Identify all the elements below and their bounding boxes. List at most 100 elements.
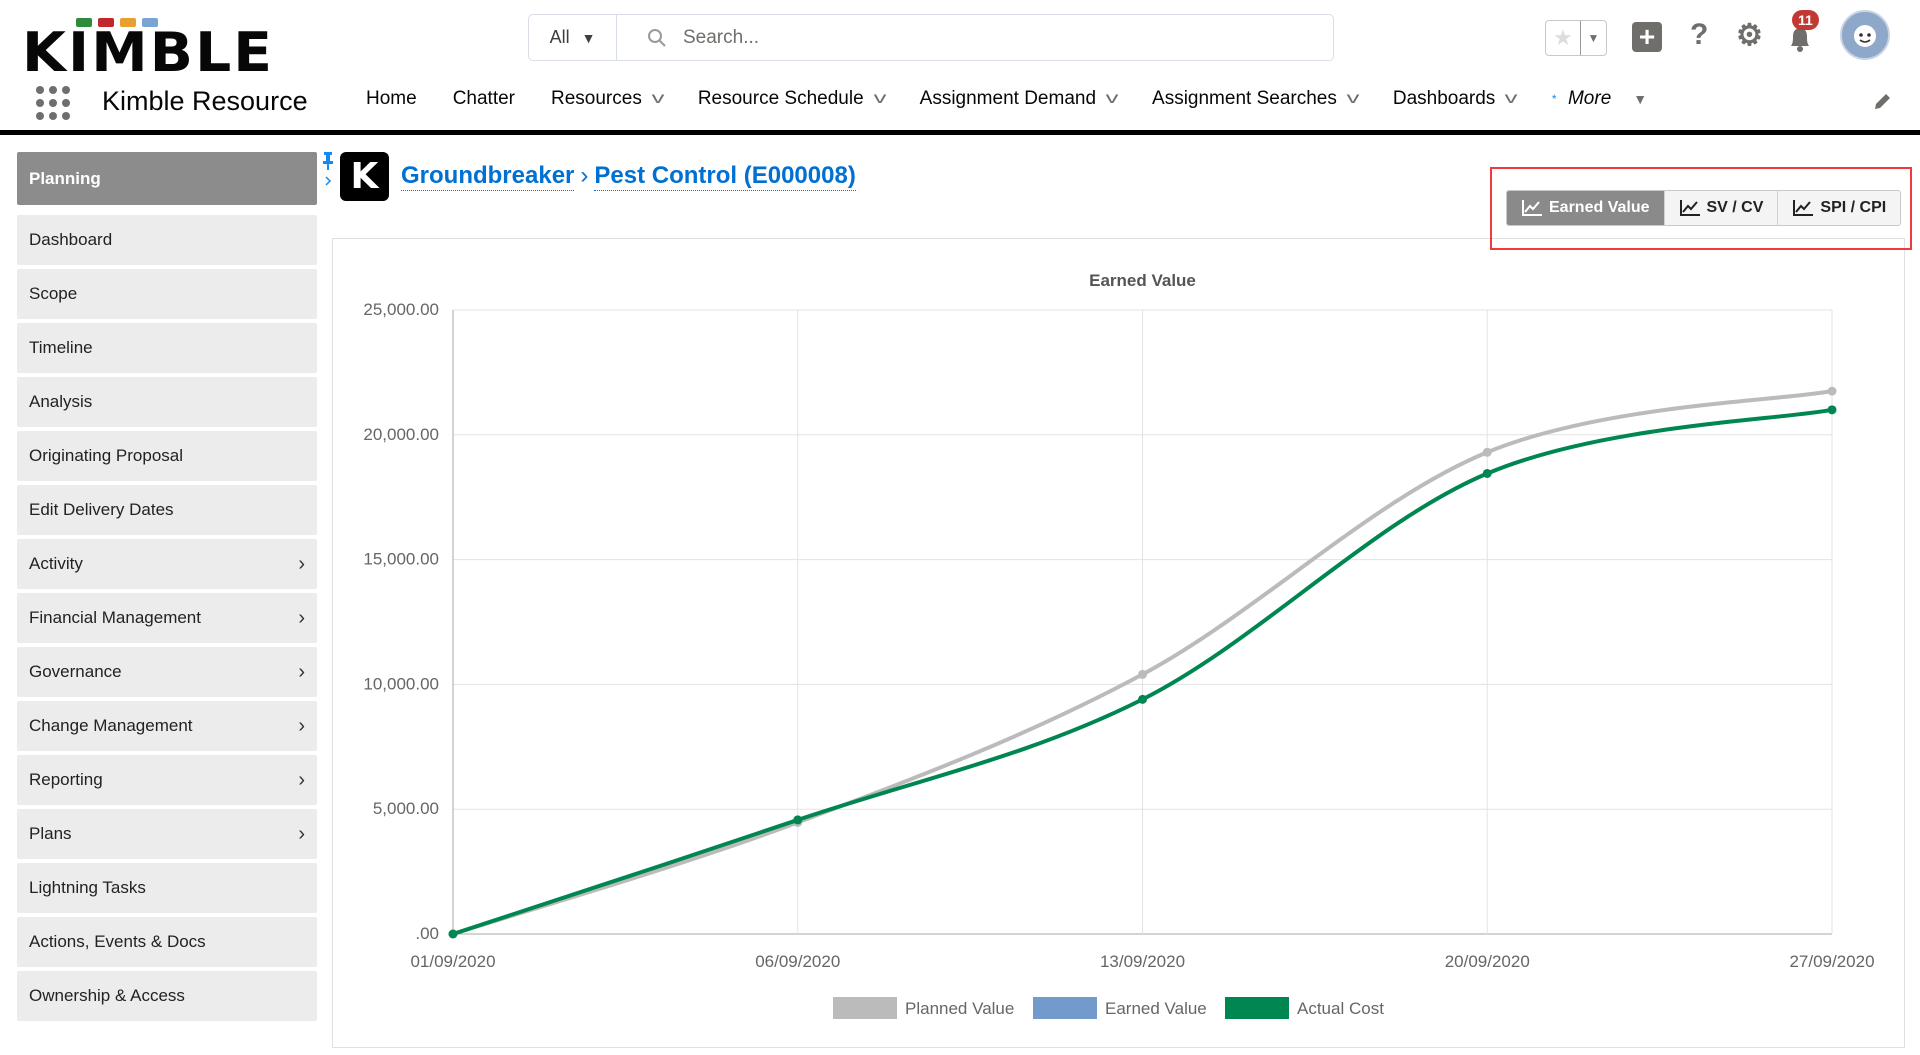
kimble-logo[interactable]: KIMBLE	[22, 18, 314, 80]
chevron-right-icon: ›	[298, 606, 305, 629]
sidebar-item-label: Plans	[29, 824, 72, 843]
favorites-button[interactable]: ★ ▼	[1545, 20, 1607, 56]
data-point[interactable]	[1827, 386, 1837, 396]
chevron-down-icon[interactable]: v	[1105, 90, 1119, 107]
sidebar-item-lightning-tasks[interactable]: Lightning Tasks	[17, 863, 317, 913]
sidebar-item-plans[interactable]: Plans ›	[17, 809, 317, 859]
legend-label[interactable]: Planned Value	[905, 999, 1014, 1018]
global-search[interactable]: All ▼ Search...	[528, 14, 1334, 61]
chevron-right-icon: ›	[580, 162, 589, 189]
bell-icon[interactable]	[1786, 24, 1814, 54]
app-name: Kimble Resource	[102, 86, 308, 116]
sidebar-item-scope[interactable]: Scope	[17, 269, 317, 319]
sidebar-item-dashboard[interactable]: Dashboard	[17, 215, 317, 265]
data-point[interactable]	[793, 815, 803, 825]
breadcrumb: Groundbreaker › Pest Control (E000008)	[401, 162, 856, 191]
x-tick-label: 27/09/2020	[1789, 952, 1874, 971]
y-tick-label: 10,000.00	[363, 674, 439, 693]
chevron-right-icon: ›	[298, 822, 305, 845]
caret-down-icon: ▼	[1633, 91, 1648, 107]
sidebar-item-originating-proposal[interactable]: Originating Proposal	[17, 431, 317, 481]
search-input[interactable]: Search...	[683, 26, 760, 48]
pencil-icon[interactable]	[1872, 92, 1892, 117]
star-icon[interactable]: ★	[1553, 25, 1573, 50]
app-launcher-icon[interactable]	[36, 86, 70, 120]
y-tick-label: 15,000.00	[363, 550, 439, 569]
nav-item-more[interactable]: * More ▼	[1551, 88, 1647, 110]
nav-label: Assignment Searches	[1152, 88, 1337, 109]
sidebar-item-ownership-access[interactable]: Ownership & Access	[17, 971, 317, 1021]
data-point[interactable]	[1482, 468, 1492, 478]
sidebar-item-label: Edit Delivery Dates	[29, 500, 174, 519]
nav-label: Home	[366, 88, 417, 109]
sidebar-item-financial-management[interactable]: Financial Management ›	[17, 593, 317, 643]
line-chart-icon	[1793, 200, 1814, 216]
data-point[interactable]	[448, 929, 458, 939]
search-scope-label: All	[549, 27, 570, 47]
sidebar-item-governance[interactable]: Governance ›	[17, 647, 317, 697]
y-tick-label: 5,000.00	[373, 799, 439, 818]
sidebar-item-label: Reporting	[29, 770, 103, 789]
breadcrumb-parent-link[interactable]: Groundbreaker	[401, 162, 575, 191]
sidebar-item-label: Analysis	[29, 392, 93, 411]
search-scope-dropdown[interactable]: All ▼	[529, 15, 617, 60]
view-button-spi-cpi[interactable]: SPI / CPI	[1777, 191, 1901, 225]
help-icon[interactable]: ?	[1690, 18, 1709, 51]
nav-item-dashboards[interactable]: Dashboards v	[1392, 88, 1518, 110]
chart-panel: Earned Value .00 5,000.00 10,000.00 15,000.0…	[332, 238, 1905, 1048]
legend-swatch	[1225, 997, 1289, 1019]
pin-icon[interactable]	[321, 152, 335, 192]
add-icon[interactable]: +	[1632, 22, 1662, 52]
header-divider	[0, 130, 1920, 135]
x-tick-label: 13/09/2020	[1100, 952, 1185, 971]
kimble-k-icon: K	[340, 152, 389, 201]
breadcrumb-current-link[interactable]: Pest Control (E000008)	[594, 162, 856, 191]
sidebar-item-activity[interactable]: Activity ›	[17, 539, 317, 589]
nav-label: Dashboards	[1392, 88, 1496, 109]
nav-item-assignment-searches[interactable]: Assignment Searches v	[1152, 88, 1360, 110]
favorites-dropdown-icon[interactable]: ▼	[1580, 21, 1606, 55]
legend-swatch	[1033, 997, 1097, 1019]
chevron-right-icon: ›	[298, 768, 305, 791]
view-button-label: SPI / CPI	[1820, 199, 1887, 216]
nav-item-home[interactable]: Home	[366, 88, 417, 110]
sidebar-item-change-management[interactable]: Change Management ›	[17, 701, 317, 751]
sidebar-item-analysis[interactable]: Analysis	[17, 377, 317, 427]
sidebar-item-edit-delivery-dates[interactable]: Edit Delivery Dates	[17, 485, 317, 535]
view-button-earned-value[interactable]: Earned Value	[1507, 191, 1664, 225]
nav-item-assignment-demand[interactable]: Assignment Demand v	[920, 88, 1119, 110]
sidebar-item-timeline[interactable]: Timeline	[17, 323, 317, 373]
sidebar-item-reporting[interactable]: Reporting ›	[17, 755, 317, 805]
gear-icon[interactable]: ⚙	[1736, 19, 1763, 52]
sidebar-item-label: Ownership & Access	[29, 986, 185, 1005]
data-point[interactable]	[1138, 694, 1147, 704]
legend-label[interactable]: Actual Cost	[1297, 999, 1384, 1018]
sidebar-item-planning[interactable]: Planning	[17, 152, 317, 205]
line-chart-icon	[1679, 200, 1700, 216]
logo-dots	[76, 18, 158, 27]
view-button-label: Earned Value	[1549, 199, 1650, 216]
line-chart-icon	[1522, 200, 1542, 216]
earned-value-chart: Earned Value .00 5,000.00 10,000.00 15,000.0…	[363, 271, 1875, 1019]
nav-label: Resources	[551, 88, 642, 109]
nav-item-chatter[interactable]: Chatter	[453, 88, 515, 110]
sidebar-item-label: Planning	[29, 168, 101, 188]
nav-item-resource-schedule[interactable]: Resource Schedule v	[698, 88, 887, 110]
chevron-down-icon[interactable]: v	[651, 90, 665, 107]
y-tick-label: .00	[415, 924, 439, 943]
sidebar-item-label: Change Management	[29, 716, 193, 735]
avatar[interactable]	[1840, 10, 1890, 60]
chevron-down-icon[interactable]: v	[873, 90, 887, 107]
nav-bar: Home Chatter Resources v Resource Schedul…	[366, 88, 1683, 110]
sidebar-item-label: Activity	[29, 554, 83, 573]
legend-label[interactable]: Earned Value	[1105, 999, 1207, 1018]
view-button-sv-cv[interactable]: SV / CV	[1663, 191, 1778, 225]
nav-item-resources[interactable]: Resources v	[551, 88, 665, 110]
sidebar-item-actions-events-docs[interactable]: Actions, Events & Docs	[17, 917, 317, 967]
data-point[interactable]	[1138, 669, 1147, 679]
chevron-down-icon[interactable]: v	[1346, 90, 1360, 107]
sidebar-item-label: Lightning Tasks	[29, 878, 146, 897]
data-point[interactable]	[1827, 405, 1837, 415]
data-point[interactable]	[1482, 447, 1492, 457]
chevron-down-icon[interactable]: v	[1504, 90, 1518, 107]
